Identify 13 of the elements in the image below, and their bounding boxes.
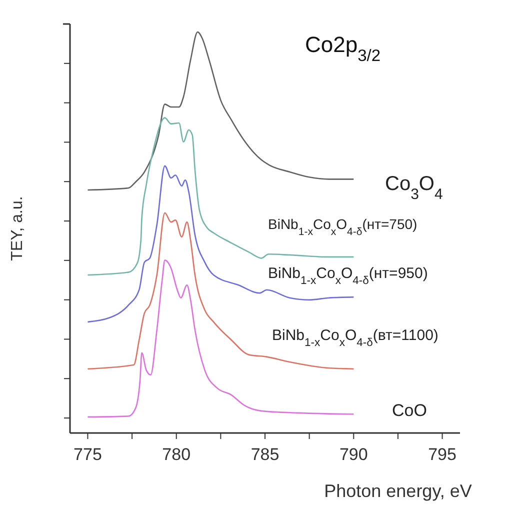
series-label: Co$_{3}$O$_{4}$ bbox=[385, 173, 443, 202]
x-tick-label: 775 bbox=[74, 445, 102, 464]
series-label: BiNb$_{1-x}$Co$_{x}$O$_{4-δ}$(вт=1100) bbox=[272, 327, 438, 349]
x-tick-label: 785 bbox=[250, 445, 280, 464]
x-axis-title: Photon energy, eV bbox=[324, 481, 472, 501]
x-tick-label: 795 bbox=[428, 445, 456, 464]
x-tick-label: 790 bbox=[339, 445, 368, 464]
y-axis-title: TEY, a.u. bbox=[9, 196, 26, 261]
series-label: BiNb$_{1-x}$Co$_{x}$O$_{4-δ}$(нт=950) bbox=[268, 265, 428, 287]
chart-title: Co2p$_{3/2}$ bbox=[305, 32, 381, 65]
text: CoO bbox=[392, 401, 427, 420]
series-label: BiNb$_{1-x}$Co$_{x}$O$_{4-δ}$(нт=750) bbox=[268, 216, 418, 238]
x-tick-label: 780 bbox=[162, 445, 191, 464]
